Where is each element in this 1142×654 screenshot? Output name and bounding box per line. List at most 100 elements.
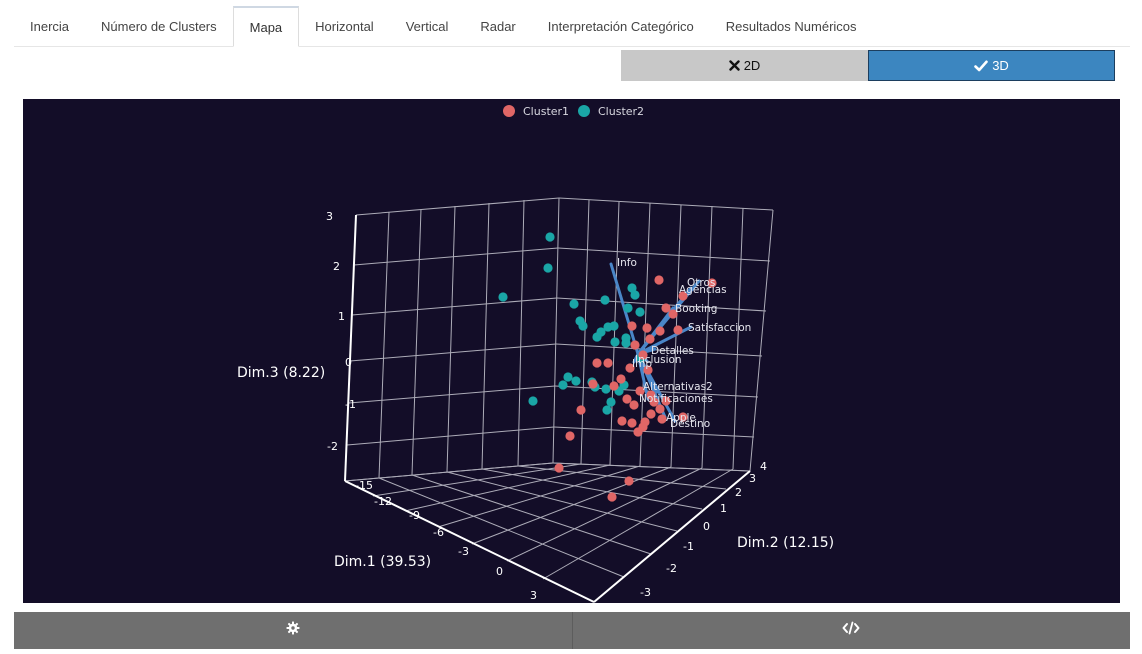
cluster2-point[interactable] <box>601 384 611 394</box>
tab-interpretacion-categorico[interactable]: Interpretación Categórico <box>547 18 694 34</box>
cluster2-point[interactable] <box>610 337 620 347</box>
z-tick: 3 <box>326 210 333 223</box>
scatter-points <box>498 232 717 502</box>
cluster2-point[interactable] <box>623 303 633 313</box>
tab-vertical[interactable]: Vertical <box>405 18 449 34</box>
toggle-2d-button[interactable]: 2D <box>621 50 868 81</box>
cluster2-point[interactable] <box>592 332 602 342</box>
cluster1-point[interactable] <box>645 334 655 344</box>
cluster1-point[interactable] <box>638 422 648 432</box>
check-icon <box>974 60 988 72</box>
cluster1-point[interactable] <box>603 358 613 368</box>
cluster1-point[interactable] <box>668 309 678 319</box>
toggle-2d-label: 2D <box>743 58 761 73</box>
cluster-3d-plot[interactable]: Cluster1 Cluster2 <box>23 99 1120 603</box>
y-tick: -2 <box>666 562 677 575</box>
cluster2-point[interactable] <box>545 232 555 242</box>
variable-label: Otros <box>687 277 715 289</box>
cluster2-point[interactable] <box>630 290 640 300</box>
y-tick: 1 <box>720 502 727 515</box>
variable-label: Imp <box>632 358 652 370</box>
cluster2-point[interactable] <box>498 292 508 302</box>
cluster1-point[interactable] <box>616 374 626 384</box>
cluster2-point[interactable] <box>571 376 581 386</box>
cluster1-point[interactable] <box>649 397 659 407</box>
cluster1-point[interactable] <box>678 412 688 422</box>
cluster2-point[interactable] <box>635 307 645 317</box>
cluster1-point[interactable] <box>655 326 665 336</box>
cluster1-point[interactable] <box>627 418 637 428</box>
cluster2-point[interactable] <box>621 333 631 343</box>
cluster2-point[interactable] <box>606 397 616 407</box>
cluster2-point[interactable] <box>578 321 588 331</box>
cluster1-point[interactable] <box>622 394 632 404</box>
cluster1-point[interactable] <box>661 303 671 313</box>
cluster1-point[interactable] <box>630 340 640 350</box>
tab-mapa[interactable]: Mapa <box>232 6 300 47</box>
legend-label-cluster2: Cluster2 <box>598 105 644 118</box>
cluster1-point[interactable] <box>646 390 656 400</box>
cluster1-point[interactable] <box>629 400 639 410</box>
tab-resultados-numericos[interactable]: Resultados Numéricos <box>725 18 857 34</box>
cluster1-point[interactable] <box>617 416 627 426</box>
y-tick: -3 <box>640 586 651 599</box>
variable-label: Alternativas2 <box>643 381 713 393</box>
tick-labels: 3 2 1 0 -1 -2 -15 -12 -9 -6 -3 0 3 4 3 2… <box>326 210 767 602</box>
code-icon <box>842 621 860 640</box>
cluster1-point[interactable] <box>654 275 664 285</box>
x-tick: -6 <box>433 526 444 539</box>
cluster1-point[interactable] <box>638 350 648 360</box>
cluster2-point[interactable] <box>600 295 610 305</box>
variable-label: Apple <box>666 412 696 424</box>
cluster1-point[interactable] <box>624 476 634 486</box>
z-tick: 2 <box>333 260 340 273</box>
cluster1-point[interactable] <box>642 323 652 333</box>
view-toggle: 2D 3D <box>621 50 1115 81</box>
cluster1-point[interactable] <box>707 278 717 288</box>
tab-numero-clusters[interactable]: Número de Clusters <box>101 18 217 34</box>
tab-horizontal[interactable]: Horizontal <box>315 18 374 34</box>
cluster2-point[interactable] <box>528 396 538 406</box>
cluster1-point[interactable] <box>625 363 635 373</box>
cluster1-point[interactable] <box>635 386 645 396</box>
settings-button[interactable] <box>14 612 572 649</box>
tab-bar: Inercia Número de Clusters Mapa Horizont… <box>14 6 1130 47</box>
code-button[interactable] <box>571 612 1130 649</box>
cluster1-point[interactable] <box>592 358 602 368</box>
cluster1-point[interactable] <box>554 463 564 473</box>
cluster2-point[interactable] <box>609 321 619 331</box>
cluster1-point[interactable] <box>673 325 683 335</box>
cluster1-point[interactable] <box>627 321 637 331</box>
cluster1-point[interactable] <box>646 409 656 419</box>
cluster1-point[interactable] <box>661 396 671 406</box>
z-axis-title: Dim.3 (8.22) <box>237 365 325 381</box>
cluster1-point[interactable] <box>655 404 665 414</box>
toggle-3d-button[interactable]: 3D <box>868 50 1115 81</box>
cluster1-point[interactable] <box>678 291 688 301</box>
variable-label: Notificaciones <box>639 393 713 405</box>
variable-label: Inclusion <box>635 354 682 366</box>
y-tick: 4 <box>760 460 767 473</box>
cluster1-point[interactable] <box>643 365 653 375</box>
cluster2-point[interactable] <box>627 283 637 293</box>
cluster2-point[interactable] <box>543 263 553 273</box>
x-tick: -9 <box>409 509 420 522</box>
cluster2-point[interactable] <box>563 372 573 382</box>
z-tick: 0 <box>345 356 352 369</box>
cluster2-point[interactable] <box>569 299 579 309</box>
cluster1-point[interactable] <box>565 431 575 441</box>
cluster1-point[interactable] <box>657 414 667 424</box>
cluster1-point[interactable] <box>576 405 586 415</box>
times-icon <box>728 60 740 71</box>
cluster1-point[interactable] <box>609 381 619 391</box>
cluster1-point[interactable] <box>607 492 617 502</box>
tab-inercia[interactable]: Inercia <box>30 18 70 34</box>
tab-radar[interactable]: Radar <box>480 18 516 34</box>
cluster1-point[interactable] <box>588 379 598 389</box>
y-tick: 0 <box>703 520 710 533</box>
variable-label: Info <box>617 257 637 269</box>
x-tick: 3 <box>530 589 537 602</box>
cluster2-point[interactable] <box>602 405 612 415</box>
axis-titles: Dim.3 (8.22) Dim.1 (39.53) Dim.2 (12.15) <box>237 365 834 570</box>
cluster2-point[interactable] <box>558 380 568 390</box>
